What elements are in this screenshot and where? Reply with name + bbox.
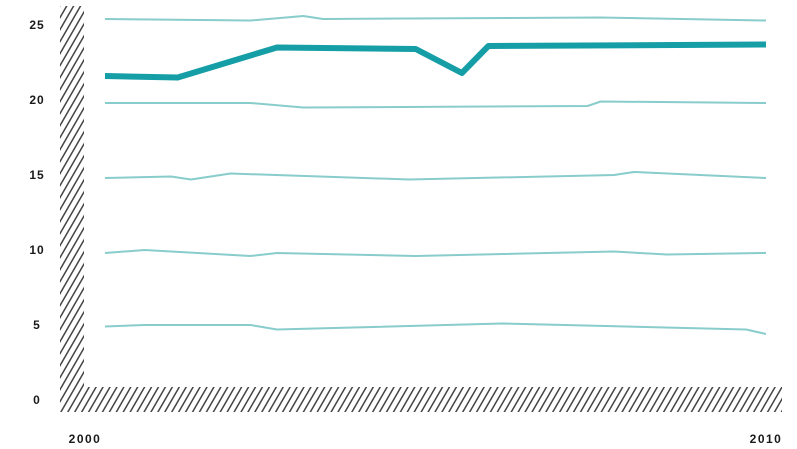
- x-tick-label: 2010: [750, 432, 783, 446]
- highlight-series-line: [104, 41, 767, 81]
- y-tick-label: 20: [29, 93, 44, 107]
- y-axis-ticks: 0 5 10 15 20 25: [29, 18, 44, 407]
- x-tick-label: 2000: [69, 432, 102, 446]
- series-line-3: [104, 171, 767, 181]
- x-axis-ticks: 2000 2010: [69, 432, 783, 446]
- series-line-5: [104, 322, 767, 335]
- y-tick-label: 5: [33, 318, 41, 332]
- x-axis-bar: [60, 387, 782, 412]
- series-line-4: [104, 249, 767, 257]
- series-line-0: [104, 15, 767, 22]
- y-tick-label: 0: [33, 393, 41, 407]
- y-tick-label: 25: [29, 18, 44, 32]
- y-axis-bar: [60, 6, 84, 412]
- y-tick-label: 15: [29, 168, 44, 182]
- y-tick-label: 10: [29, 243, 44, 257]
- series-line-2: [105, 100, 767, 109]
- series-layer: [104, 15, 767, 335]
